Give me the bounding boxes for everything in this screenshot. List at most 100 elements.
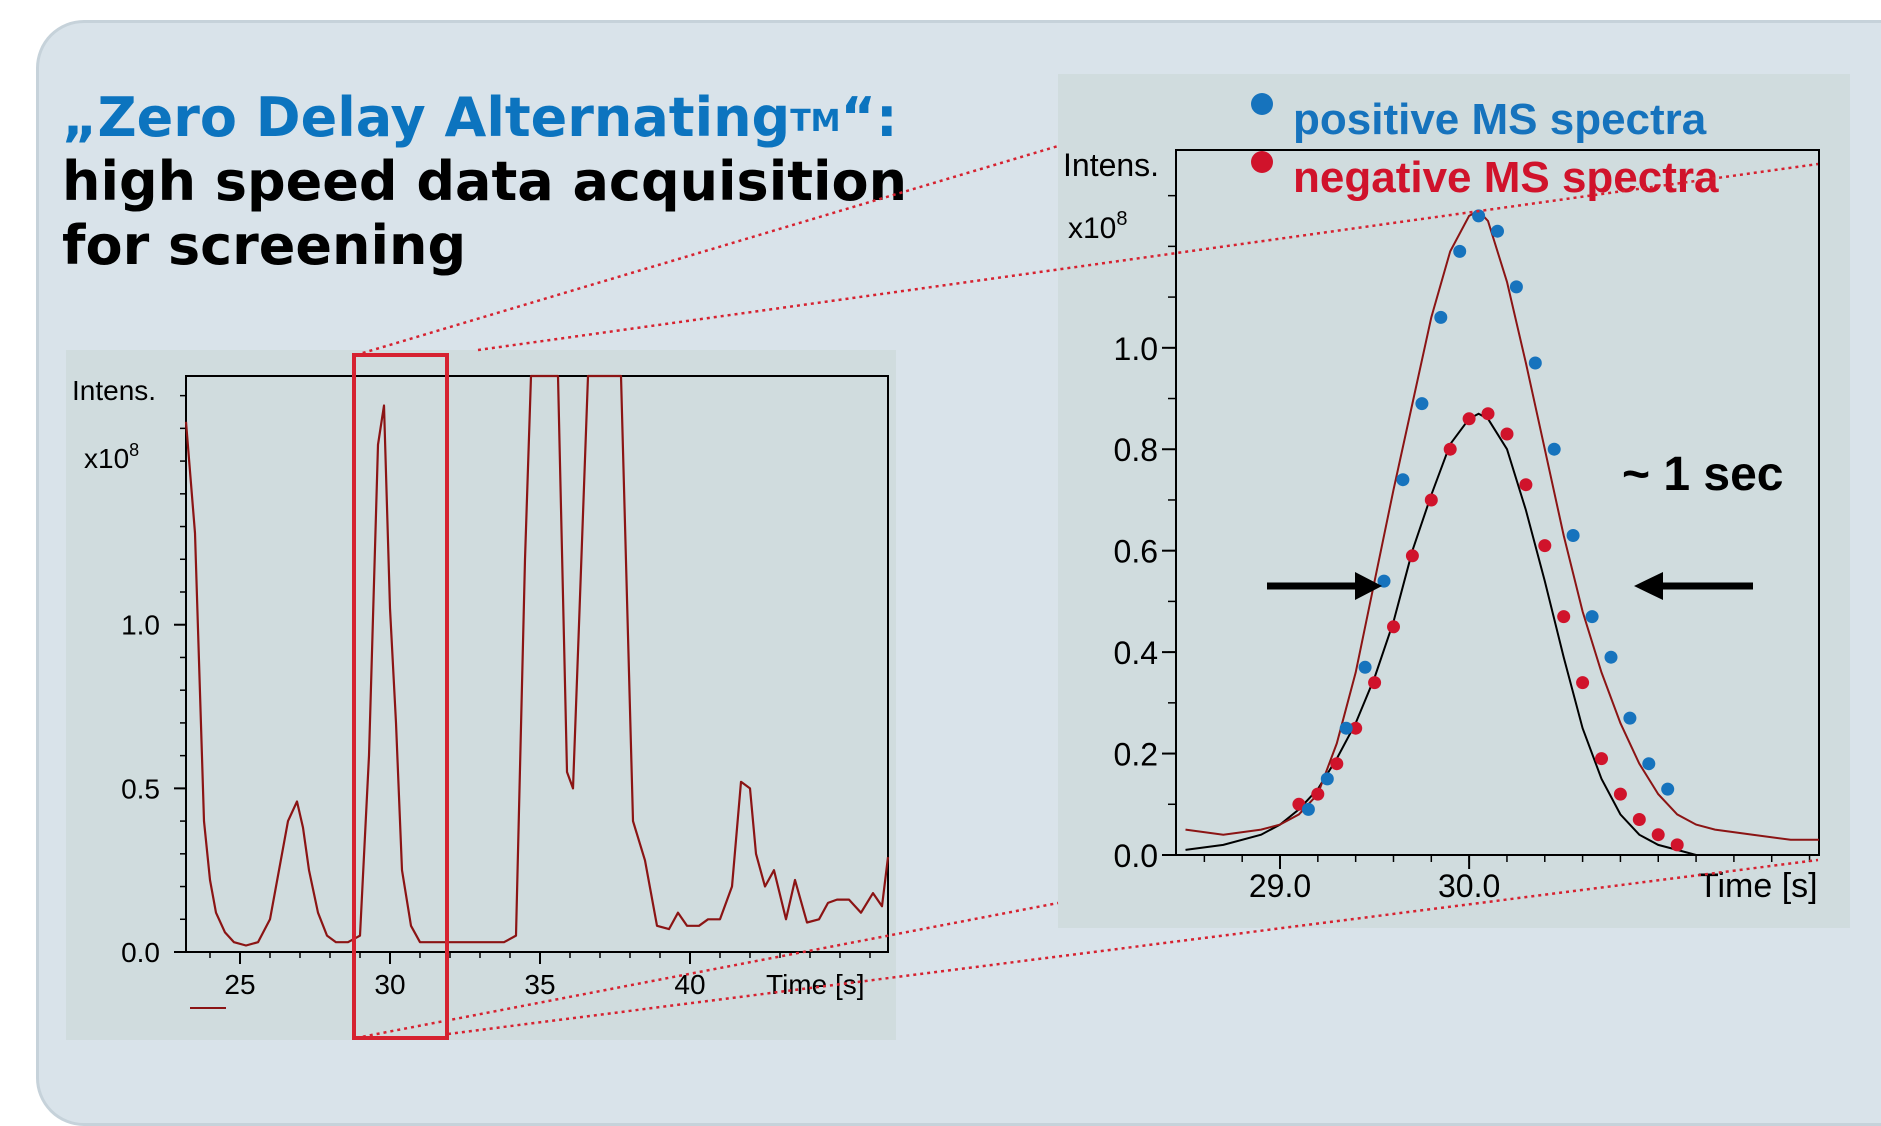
heading-line-1-text: „Zero Delay Alternating [62, 86, 791, 149]
overview-x-tick-label: 30 [374, 969, 405, 1000]
overview-trace [184, 374, 890, 947]
negative-spectrum-point [1519, 478, 1533, 492]
negative-spectrum-point [1500, 427, 1514, 441]
negative-spectrum-point [1538, 539, 1552, 553]
zoom-chart: 0.0 0.2 0.4 0.6 0.8 1.0 29.0 30.0 Intens. x108… [1063, 93, 1820, 905]
zoom-x-ticks: 29.0 30.0 [1249, 855, 1500, 904]
overview-x-tick-label: 40 [674, 969, 705, 1000]
positive-spectrum-point [1472, 209, 1486, 223]
zoom-y-unit: x108 [1068, 208, 1128, 245]
negative-spectrum-point [1481, 407, 1495, 421]
slide-heading: „Zero Delay AlternatingTM“: high speed d… [62, 86, 907, 278]
overview-y-tick-label: 0.0 [121, 937, 160, 968]
overview-minor-ticks [180, 394, 871, 958]
negative-spectrum-point [1424, 493, 1438, 507]
positive-spectrum-point [1434, 310, 1448, 324]
zoom-y-unit-base: x10 [1068, 212, 1116, 245]
positive-spectrum-point [1661, 782, 1675, 796]
zoom-connector-lines [355, 144, 1819, 1040]
connector-bottom-left [355, 901, 1059, 1040]
negative-spectrum-point [1405, 549, 1419, 563]
positive-spectrum-point [1301, 802, 1315, 816]
negative-spectrum-point [1387, 620, 1400, 634]
trademark-mark: TM [790, 104, 841, 139]
positive-spectrum-point [1339, 721, 1353, 735]
positive-spectrum-point [1585, 610, 1599, 624]
negative-spectrum-point [1613, 787, 1627, 801]
negative-spectrum-point [1292, 797, 1306, 811]
overview-y-unit-exp: 8 [129, 440, 139, 460]
overview-x-tick-label: 25 [224, 969, 255, 1000]
negative-spectrum-point [1349, 721, 1363, 735]
connector-top-right [477, 162, 1819, 352]
overview-chart: 0.0 0.5 1.0 25 30 35 40 Intens. x108 Time [s] [72, 353, 890, 1040]
zoom-y-unit-exp: 8 [1116, 208, 1127, 230]
overview-x-ticks: 25 30 35 40 [224, 952, 706, 1000]
overview-y-unit: x108 [84, 440, 139, 474]
negative-spectrum-point [1557, 610, 1571, 624]
negative-spectrum-point [1462, 412, 1476, 426]
positive-envelope-curve [1185, 209, 1819, 841]
zoom-x-label: Time [s] [1698, 867, 1818, 905]
zoom-y-tick-label: 1.0 [1114, 331, 1158, 367]
positive-spectrum-point [1453, 244, 1467, 258]
positive-spectrum-point [1642, 757, 1656, 771]
zoom-x-tick-label: 30.0 [1438, 868, 1500, 904]
negative-spectrum-point [1443, 442, 1457, 456]
right-arrow-head [1355, 572, 1382, 600]
negative-spectrum-point [1330, 757, 1344, 771]
heading-line-2: high speed data acquisition [62, 150, 908, 213]
zoom-minor-ticks [1168, 194, 1811, 862]
overview-y-label: Intens. [72, 375, 156, 406]
legend-marker-negative [1251, 151, 1273, 173]
zoom-y-label: Intens. [1063, 147, 1159, 183]
legend-marker-positive [1251, 93, 1273, 115]
positive-spectrum-point [1358, 660, 1372, 674]
positive-spectrum-point [1604, 650, 1618, 664]
connector-bottom-right [447, 858, 1819, 1036]
heading-line-1: „Zero Delay AlternatingTM“: [62, 86, 907, 150]
overview-y-ticks: 0.0 0.5 1.0 [121, 610, 186, 968]
left-pointing-arrow [1634, 572, 1753, 600]
overview-y-unit-base: x10 [84, 443, 129, 474]
negative-spectrum-point [1368, 676, 1382, 690]
zoom-region-highlight [352, 353, 449, 1040]
left-arrow-head [1634, 572, 1663, 600]
positive-spectrum-point [1547, 442, 1561, 456]
positive-spectrum-point [1509, 280, 1523, 294]
negative-spectrum-point [1632, 813, 1646, 826]
positive-spectrum-point [1396, 473, 1410, 487]
negative-envelope-curve [1185, 412, 1772, 856]
positive-spectrum-point [1623, 711, 1637, 725]
positive-spectrum-point [1377, 574, 1391, 588]
zoom-y-tick-label: 0.8 [1114, 432, 1158, 468]
zoom-plot-frame [1175, 149, 1820, 856]
negative-spectrum-point [1576, 676, 1590, 690]
overview-y-tick-label: 1.0 [121, 610, 160, 641]
zoom-y-ticks: 0.0 0.2 0.4 0.6 0.8 1.0 [1114, 331, 1176, 874]
overview-y-tick-label: 0.5 [121, 773, 160, 804]
connector-top-left [355, 144, 1059, 357]
zoom-y-tick-label: 0.0 [1114, 838, 1158, 874]
zoom-y-tick-label: 0.2 [1114, 737, 1158, 773]
legend-label-negative: negative MS spectra [1293, 153, 1719, 202]
zoom-chart-background [1058, 74, 1850, 928]
overview-chart-background [66, 350, 896, 1040]
positive-spectrum-point [1491, 224, 1504, 238]
zoom-y-tick-label: 0.6 [1114, 534, 1158, 570]
legend-label-positive: positive MS spectra [1293, 95, 1707, 144]
positive-spectrum-point [1566, 529, 1580, 542]
negative-spectrum-point [1595, 752, 1608, 766]
negative-spectrum-point [1651, 828, 1665, 842]
heading-line-3: for screening [62, 214, 467, 277]
negative-spectrum-point [1670, 838, 1684, 852]
overview-x-label: Time [s] [766, 969, 865, 1000]
zoom-x-tick-label: 29.0 [1249, 868, 1311, 904]
positive-points [1301, 209, 1675, 816]
overview-plot-frame [185, 375, 889, 953]
chart-canvas: 0.00.51.0 25 30 35 40 Intens. x108 Time [s]… [72, 93, 1820, 1040]
zoom-y-tick-label: 0.4 [1114, 635, 1158, 671]
overview-x-tick-label: 35 [524, 969, 555, 1000]
right-pointing-arrow [1267, 572, 1382, 600]
positive-spectrum-point [1415, 397, 1429, 411]
